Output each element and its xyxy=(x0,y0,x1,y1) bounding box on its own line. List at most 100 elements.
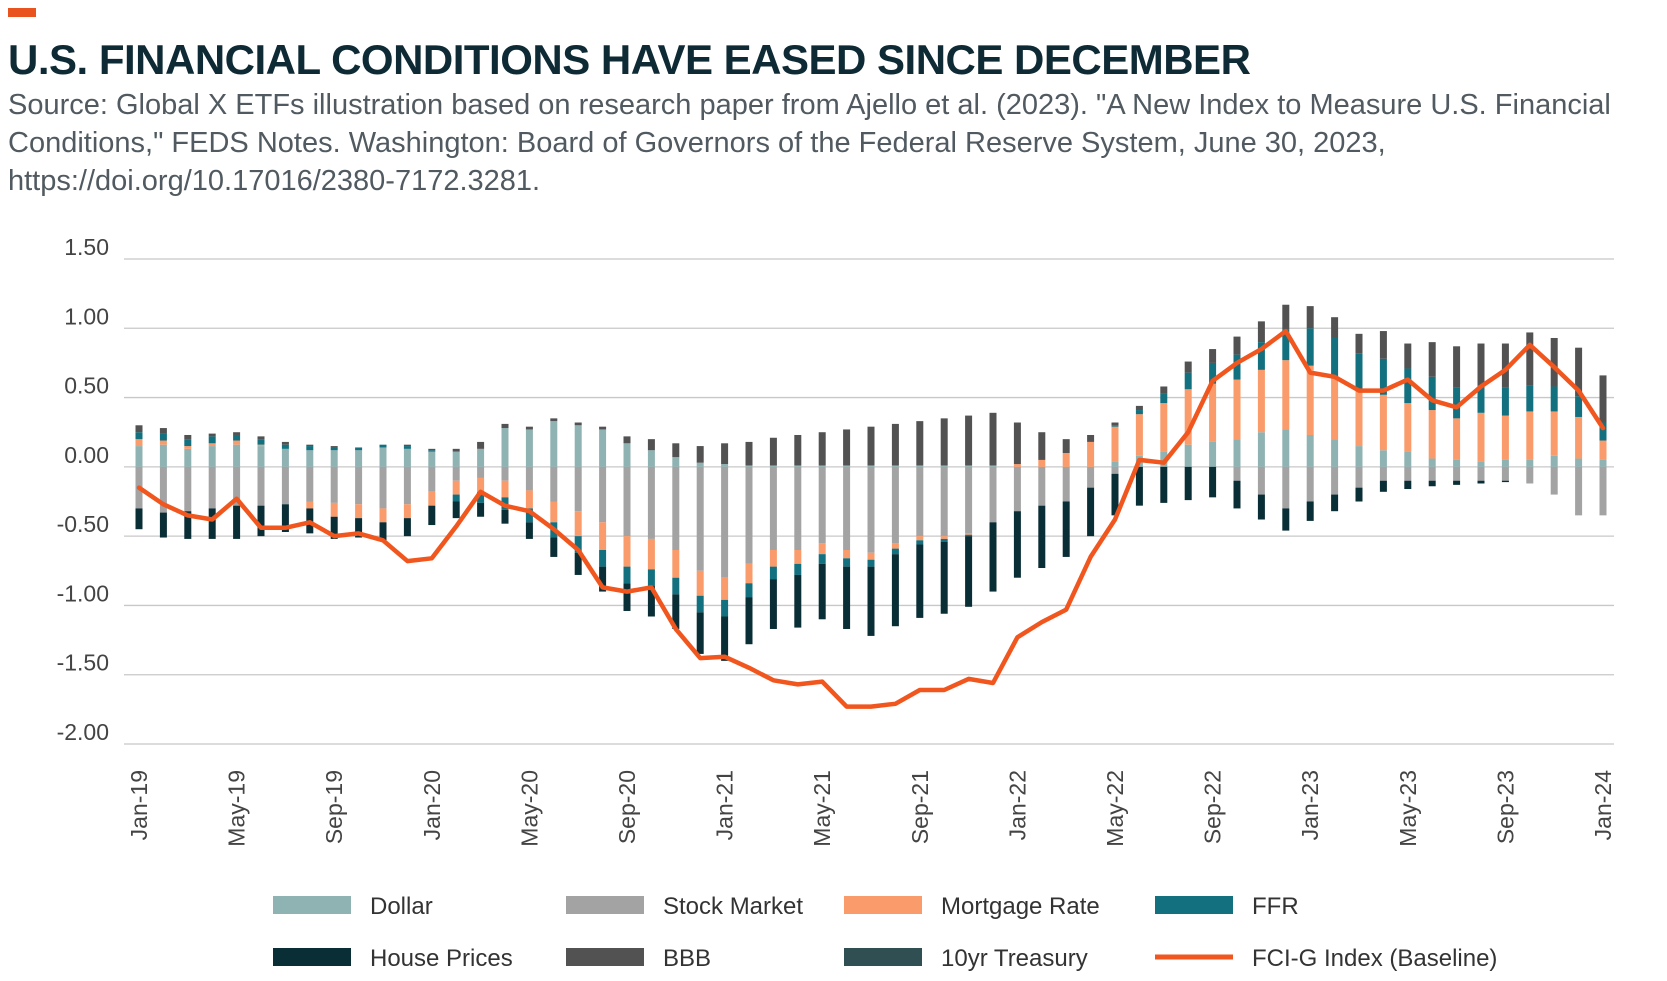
bar-segment-house xyxy=(550,537,558,557)
bar-segment-mortgage xyxy=(1526,411,1534,460)
bar-segment-stock xyxy=(1355,466,1363,488)
bar-segment-house xyxy=(355,518,363,538)
bar-segment-bbb xyxy=(1135,405,1143,411)
bar-segment-stock xyxy=(330,466,338,503)
bar-segment-mortgage xyxy=(1209,383,1217,442)
bar-segment-house xyxy=(1038,505,1046,569)
bar-segment-dollar xyxy=(647,450,655,467)
bar-segment-bbb xyxy=(769,437,777,466)
bar-segment-stock xyxy=(1404,466,1412,481)
bar-segment-mortgage xyxy=(672,550,680,578)
bar-segment-bbb xyxy=(965,415,973,466)
bar-segment-house xyxy=(525,522,533,539)
bar-segment-ffr xyxy=(1404,368,1412,404)
bar-segment-ffr xyxy=(1575,396,1583,417)
bar-segment-mortgage xyxy=(574,511,582,537)
bar-segment-house xyxy=(794,574,802,628)
bar-segment-house xyxy=(501,509,509,524)
bar-segment-bbb xyxy=(1257,321,1265,343)
bar-segment-house xyxy=(989,522,997,592)
bar-segment-dollar xyxy=(1404,451,1412,467)
bar-segment-ffr xyxy=(257,439,265,445)
legend-label-mortgage: Mortgage Rate xyxy=(941,893,1100,920)
bar-segment-stock xyxy=(1013,466,1021,512)
bar-segment-mortgage xyxy=(1599,440,1607,460)
bar-segment-dollar xyxy=(428,451,436,467)
bar-segment-ffr xyxy=(1526,385,1534,412)
bar-segment-stock xyxy=(1526,466,1534,484)
bar-segment-ffr xyxy=(1233,354,1241,380)
bar-segment-ffr xyxy=(623,566,631,584)
bar-segment-mortgage xyxy=(1184,389,1192,445)
bar-segment-house xyxy=(257,505,265,537)
bar-segment-bbb xyxy=(135,425,143,433)
bar-segment-house xyxy=(1379,480,1387,492)
x-tick-label: May-22 xyxy=(1102,770,1128,847)
bar-segment-stock xyxy=(184,466,192,512)
bar-segment-mortgage xyxy=(745,563,753,584)
bar-segment-dollar xyxy=(1477,461,1485,467)
bar-segment-mortgage xyxy=(916,536,924,541)
bar-segment-mortgage xyxy=(891,543,899,549)
bar-segment-ffr xyxy=(891,548,899,555)
bar-segment-dollar xyxy=(330,450,338,467)
bar-segment-mortgage xyxy=(769,550,777,567)
x-tick-label: Sep-20 xyxy=(614,770,640,844)
bar-segment-stock xyxy=(233,466,241,506)
bar-segment-dollar xyxy=(599,429,607,467)
bar-segment-stock xyxy=(1575,466,1583,516)
bar-segment-bbb xyxy=(1428,342,1436,377)
x-tick-label: Sep-23 xyxy=(1492,770,1518,844)
bar-segment-house xyxy=(1184,466,1192,501)
bar-segment-stock xyxy=(1111,466,1119,474)
x-tick-label: Sep-21 xyxy=(907,770,933,844)
bar-segment-stock xyxy=(1282,466,1290,509)
bar-segment-bbb xyxy=(428,448,436,451)
bar-segment-mortgage xyxy=(1233,379,1241,440)
x-tick-label: Sep-22 xyxy=(1200,770,1226,844)
legend-label-fci: FCI-G Index (Baseline) xyxy=(1252,945,1497,972)
bar-segment-ffr xyxy=(1209,362,1217,384)
bar-segment-bbb xyxy=(940,418,948,466)
fci-line-layer xyxy=(136,328,1606,709)
bar-segment-house xyxy=(1111,473,1119,516)
bar-segment-dollar xyxy=(574,425,582,467)
bar-segment-house xyxy=(1233,480,1241,509)
bar-segment-mortgage xyxy=(1135,414,1143,456)
bar-segment-bbb xyxy=(916,421,924,466)
bar-segment-house xyxy=(867,566,875,636)
bar-segment-ffr xyxy=(1160,393,1168,404)
bar-segment-stock xyxy=(1306,466,1314,502)
bar-segment-bbb xyxy=(745,441,753,466)
fci-g-index-line xyxy=(136,328,1606,709)
bar-segment-stock xyxy=(550,466,558,502)
bar-segment-ffr xyxy=(647,569,655,587)
bar-segment-stock xyxy=(623,466,631,537)
bar-segment-stock xyxy=(1428,466,1436,481)
bar-segment-bbb xyxy=(696,446,704,463)
bar-segment-mortgage xyxy=(843,550,851,559)
legend-label-house: House Prices xyxy=(370,945,513,972)
bar-segment-ffr xyxy=(135,432,143,440)
x-tick-label: May-19 xyxy=(224,770,250,847)
bar-segment-bbb xyxy=(1526,332,1534,386)
bar-segment-bbb xyxy=(818,432,826,466)
bar-segment-ffr xyxy=(403,446,411,449)
y-tick-label: -0.50 xyxy=(57,511,109,537)
bar-segment-ffr xyxy=(843,558,851,567)
bar-segment-dollar xyxy=(1575,458,1583,467)
bar-segment-ffr xyxy=(1453,387,1461,419)
bar-segment-ffr xyxy=(818,554,826,564)
bar-segment-dollar xyxy=(1282,429,1290,467)
x-tick-label: Jan-23 xyxy=(1297,770,1323,840)
bar-segment-bbb xyxy=(1453,346,1461,388)
bar-segment-mortgage xyxy=(330,502,338,517)
bar-segment-mortgage xyxy=(1160,403,1168,452)
bar-segment-mortgage xyxy=(501,480,509,498)
bar-segment-mortgage xyxy=(257,444,265,447)
bar-segment-dollar xyxy=(965,465,973,467)
bar-segment-ffr xyxy=(965,534,973,537)
legend-swatch-bbb xyxy=(566,948,644,966)
bar-segment-bbb xyxy=(184,434,192,440)
bar-segment-mortgage xyxy=(1379,394,1387,451)
